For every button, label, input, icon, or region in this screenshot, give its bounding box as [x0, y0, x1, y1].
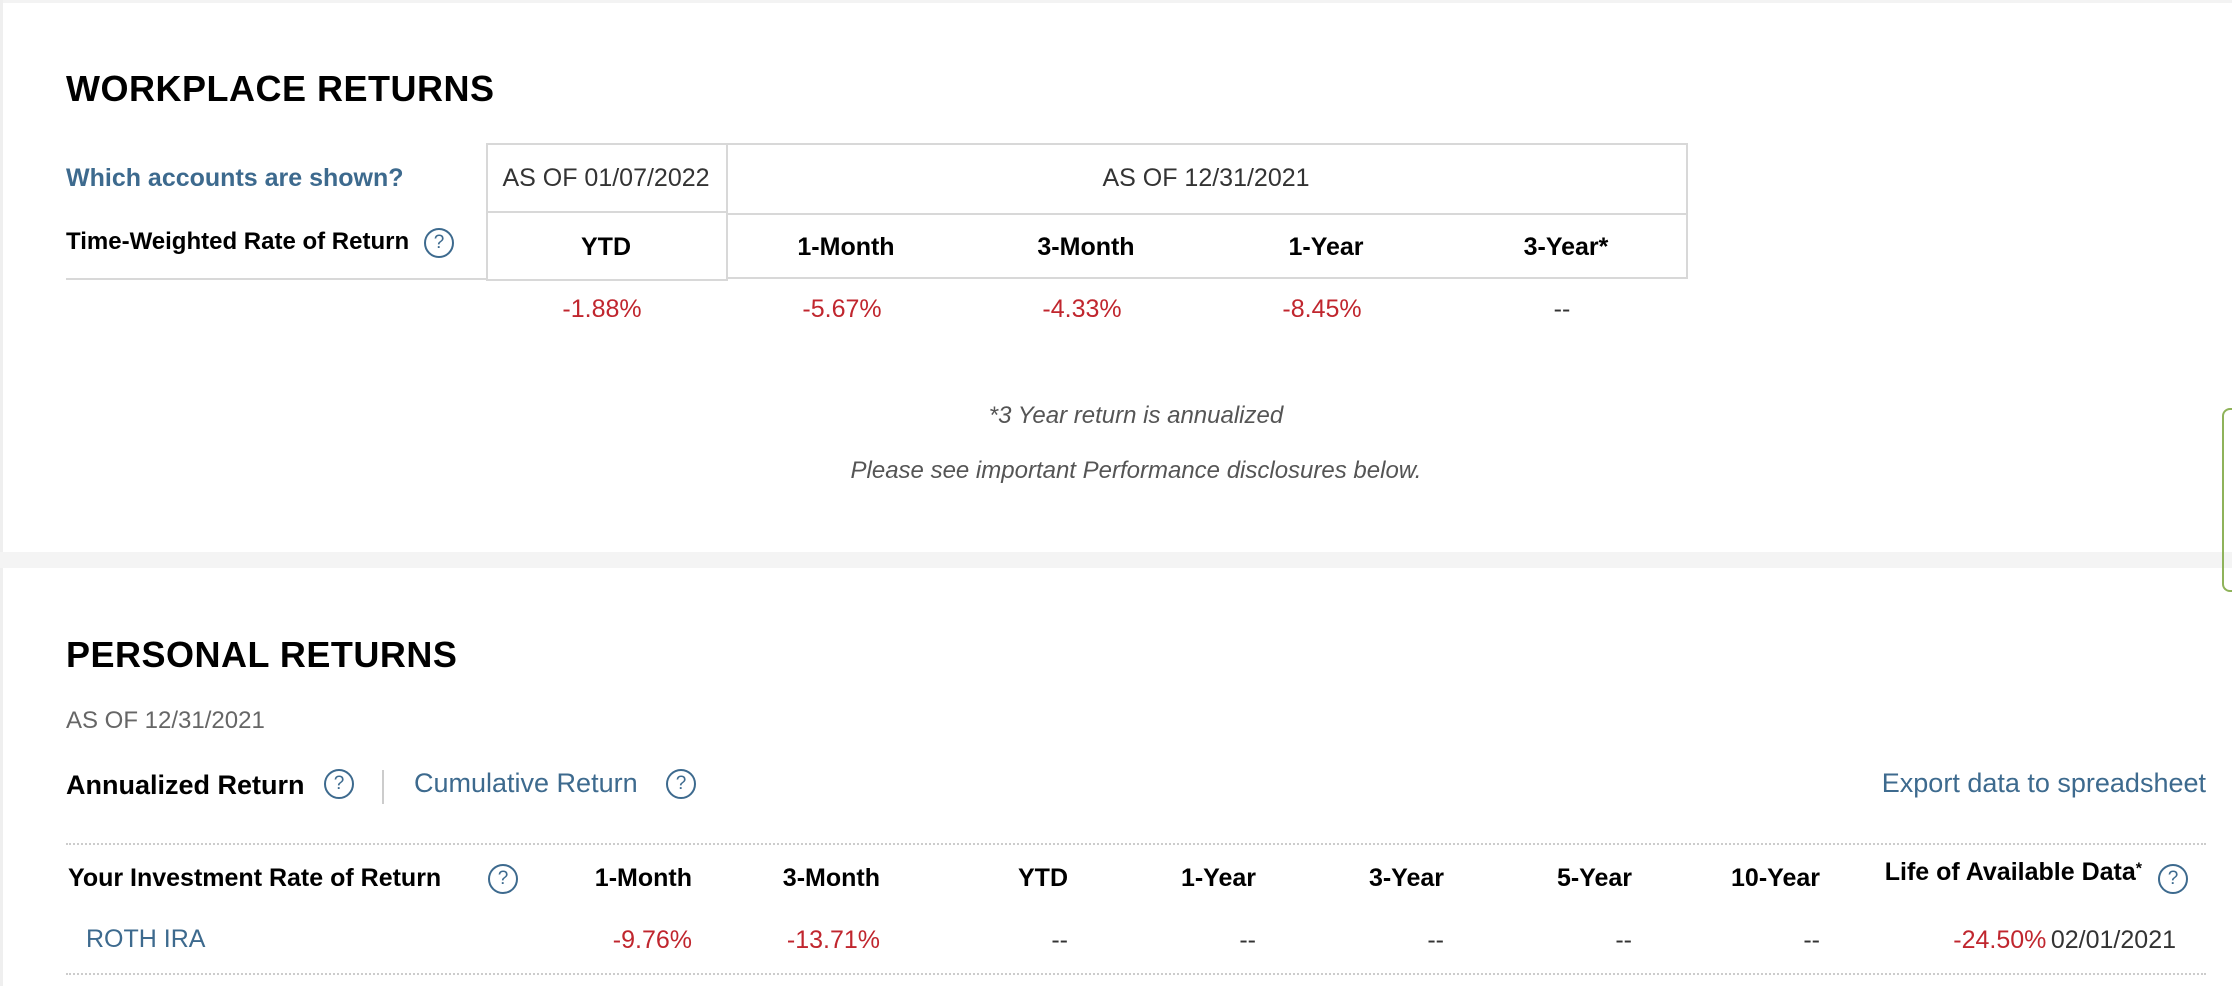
row-5-year: --	[1615, 926, 1632, 954]
header-3-month: 3-Month	[782, 864, 880, 892]
value-1-year: -8.45%	[1282, 295, 1362, 323]
header-1-month: 1-Month	[594, 864, 692, 892]
header-life-label: Life of Available Data	[1884, 858, 2136, 886]
header-1-year: 1-Year	[1180, 864, 1256, 892]
header-5-year: 5-Year	[1556, 864, 1632, 892]
header-10-year: 10-Year	[1731, 864, 1820, 892]
section-separator	[0, 552, 2232, 568]
tab-divider	[382, 770, 384, 804]
tab-cumulative-return[interactable]: Cumulative Return	[414, 768, 638, 798]
table-bottom-divider	[66, 973, 2206, 975]
value-3-month: -4.33%	[1042, 295, 1122, 323]
value-ytd: -1.88%	[562, 295, 642, 323]
row-3-year: --	[1427, 926, 1444, 954]
header-ytd: YTD	[1018, 864, 1068, 892]
ytd-header-divider	[486, 211, 726, 213]
life-data-help-icon[interactable]: ?	[2158, 864, 2188, 894]
period-columns-frame	[726, 211, 1688, 279]
top-border	[0, 0, 2232, 3]
header-life-of-data: Life of Available Data*	[1852, 858, 2142, 887]
col-header-3-year: 3-Year*	[1523, 233, 1609, 261]
which-accounts-link[interactable]: Which accounts are shown?	[66, 164, 404, 192]
header-your-investment: Your Investment Rate of Return	[68, 864, 442, 892]
account-roth-ira-link[interactable]: ROTH IRA	[86, 925, 206, 953]
header-life-asterisk: *	[2135, 860, 2142, 878]
row-life-date: 02/01/2021	[2050, 926, 2176, 954]
col-header-1-year: 1-Year	[1288, 233, 1364, 261]
row-1-year: --	[1239, 926, 1256, 954]
personal-as-of: AS OF 12/31/2021	[66, 707, 265, 734]
feedback-tab[interactable]	[2222, 408, 2232, 592]
row-life-value: -24.50%	[1953, 926, 2047, 954]
export-spreadsheet-link[interactable]: Export data to spreadsheet	[1881, 768, 2206, 798]
row-10-year: --	[1803, 926, 1820, 954]
note-disclosures: Please see important Performance disclos…	[850, 457, 1422, 484]
row-ytd: --	[1051, 926, 1068, 954]
row-life-of-data: -24.50% 02/01/2021	[1800, 926, 2176, 955]
twrr-label: Time-Weighted Rate of Return	[66, 228, 410, 255]
workplace-returns-title: WORKPLACE RETURNS	[66, 68, 495, 109]
col-header-3-month: 3-Month	[1037, 233, 1135, 261]
annualized-help-icon[interactable]: ?	[324, 769, 354, 799]
row-3-month: -13.71%	[786, 926, 880, 954]
header-3-year: 3-Year	[1368, 864, 1444, 892]
value-3-year: --	[1553, 295, 1571, 323]
as-of-period-header: AS OF 12/31/2021	[1102, 164, 1310, 192]
left-border	[0, 0, 3, 986]
as-of-ytd-header: AS OF 01/07/2022	[502, 164, 710, 192]
col-header-ytd: YTD	[581, 233, 631, 261]
personal-returns-title: PERSONAL RETURNS	[66, 634, 458, 675]
col-header-1-month: 1-Month	[797, 233, 895, 261]
row-1-month: -9.76%	[612, 926, 692, 954]
table-top-divider	[66, 843, 2206, 845]
twrr-help-icon[interactable]: ?	[424, 228, 454, 258]
value-1-month: -5.67%	[802, 295, 882, 323]
tab-annualized-return[interactable]: Annualized Return	[66, 770, 305, 800]
period-header-frame	[726, 143, 1688, 215]
cumulative-help-icon[interactable]: ?	[666, 769, 696, 799]
investment-help-icon[interactable]: ?	[488, 864, 518, 894]
note-annualized: *3 Year return is annualized	[988, 402, 1284, 429]
label-underline	[66, 278, 488, 280]
